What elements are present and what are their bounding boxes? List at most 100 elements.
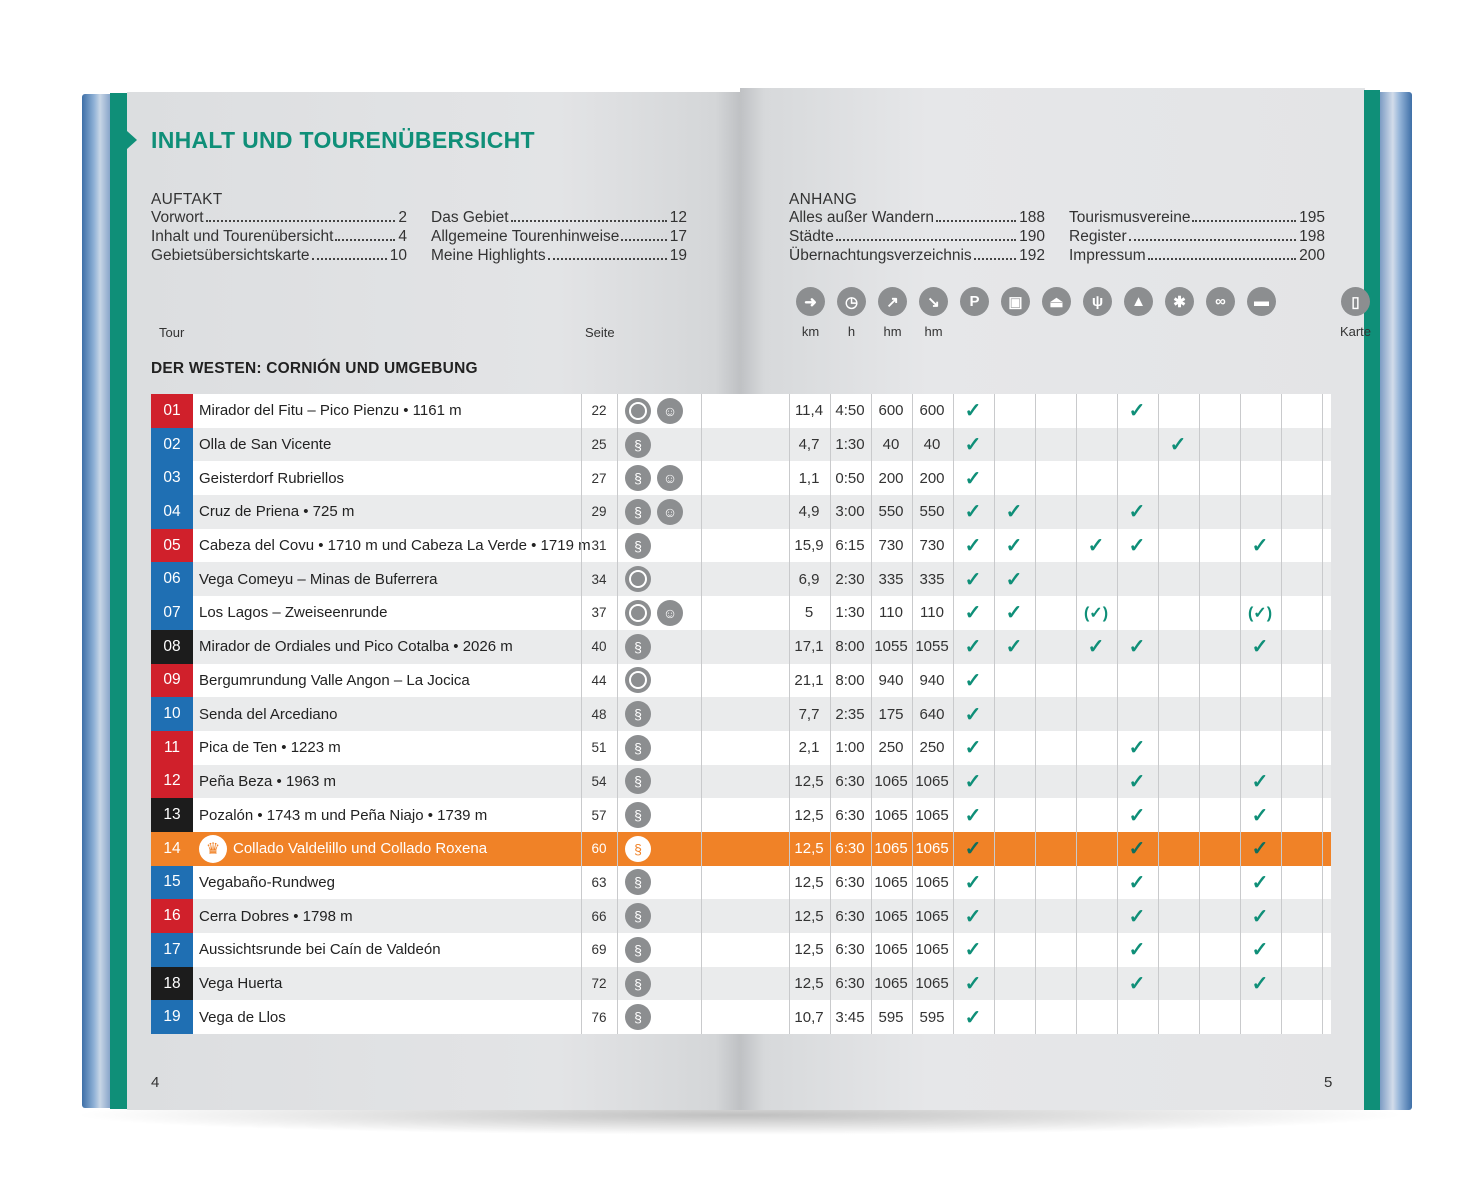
toc-entry-page: 17 — [669, 228, 687, 245]
check-mark — [1240, 562, 1280, 596]
column-divider — [1322, 528, 1323, 563]
toc-leader-dots — [510, 220, 667, 222]
check-mark — [1158, 596, 1198, 630]
tour-number: 08 — [151, 629, 193, 664]
toc-entry[interactable]: Impressum 200 — [1069, 247, 1325, 266]
tour-h: 0:50 — [835, 469, 865, 487]
check-mark: ✓ — [964, 905, 982, 928]
tour-name-text: Olla de San Vicente — [199, 436, 332, 454]
tour-name-text: Aussichtsrunde bei Caín de Valdeón — [199, 941, 441, 959]
table-row[interactable]: 15 Vegabaño-Rundweg 63 § 12,5 6:30 1065 1065 ✓ ✓ ✓ — [151, 865, 1331, 900]
tour-km: 12,5 — [794, 840, 824, 858]
column-divider — [1117, 629, 1118, 664]
column-divider — [701, 730, 702, 765]
legend-column: ➜ km — [790, 287, 831, 339]
toc-entry[interactable]: Alles außer Wandern 188 — [789, 209, 1045, 228]
table-row[interactable]: 17 Aussichtsrunde bei Caín de Valdeón 69 § 1… — [151, 933, 1331, 967]
toc-entry[interactable]: Inhalt und Tourenübersicht 4 — [151, 228, 407, 247]
check-mark — [1035, 1000, 1075, 1034]
tour-up: 110 — [879, 604, 903, 622]
tour-up: 250 — [878, 739, 904, 757]
tour-h: 1:00 — [835, 739, 865, 757]
tour-up: 1065 — [874, 806, 908, 824]
table-row[interactable]: 10 Senda del Arcediano 48 § 7,7 2:35 175 640 ✓ — [151, 697, 1331, 731]
column-divider — [1322, 427, 1323, 462]
column-divider — [1240, 764, 1241, 799]
toc-entry-label: Alles außer Wandern — [789, 209, 935, 226]
check-mark — [1281, 394, 1321, 428]
toc-entry[interactable]: Übernachtungsverzeichnis 192 — [789, 247, 1045, 266]
check-mark — [1035, 529, 1075, 563]
column-divider — [701, 427, 702, 462]
tour-name-text: Pica de Ten • 1223 m — [199, 739, 341, 757]
check-mark — [1199, 428, 1239, 462]
table-row[interactable]: 13 Pozalón • 1743 m und Peña Niajo • 1739… — [151, 798, 1331, 832]
table-row[interactable]: 12 Peña Beza • 1963 m 54 § 12,5 6:30 1065 1065 ✓… — [151, 764, 1331, 799]
column-divider — [912, 495, 913, 529]
column-divider — [1117, 764, 1118, 799]
table-row[interactable]: 07 Los Lagos – Zweiseenrunde 37 ☺ 5 1:30 110 11… — [151, 596, 1331, 630]
column-divider — [1117, 966, 1118, 1001]
column-divider — [1240, 461, 1241, 496]
column-divider — [617, 697, 618, 731]
table-row[interactable]: 05 Cabeza del Covu • 1710 m und Cabeza La… — [151, 528, 1331, 563]
column-divider — [1322, 629, 1323, 664]
column-divider — [1322, 865, 1323, 900]
table-row[interactable]: 19 Vega de Llos 76 § 10,7 3:45 595 595 ✓ — [151, 1000, 1331, 1035]
tour-down: 730 — [919, 537, 945, 555]
check-mark: ✓ — [964, 871, 982, 894]
column-divider — [789, 461, 790, 496]
column-divider — [701, 899, 702, 933]
check-mark — [1158, 832, 1198, 866]
tour-h: 2:35 — [835, 705, 865, 723]
table-row[interactable]: 04 Cruz de Priena • 725 m 29 § ☺ 4,9 3:00 550 55… — [151, 495, 1331, 529]
column-divider — [953, 697, 954, 731]
tour-up: 1065 — [874, 975, 908, 993]
column-divider — [581, 899, 582, 933]
column-divider — [1240, 1000, 1241, 1035]
check-mark — [1199, 529, 1239, 563]
toc-entry[interactable]: Register 198 — [1069, 228, 1325, 247]
column-divider — [1240, 596, 1241, 630]
column-divider — [1240, 629, 1241, 664]
tour-name-text: Bergumrundung Valle Angon – La Jocica — [199, 671, 470, 689]
check-mark — [1158, 1000, 1198, 1034]
check-mark: ✓ — [1005, 636, 1023, 659]
table-row[interactable]: 14 ♛ Collado Valdelillo und Collado Roxena… — [151, 831, 1331, 866]
check-mark — [1158, 630, 1198, 664]
tour-type-icons — [625, 664, 705, 698]
table-row[interactable]: 06 Vega Comeyu – Minas de Buferrera 34 6,9 2… — [151, 562, 1331, 597]
toc-entry[interactable]: Vorwort 2 — [151, 209, 407, 228]
toc-entry-label: Städte — [789, 228, 834, 245]
table-row[interactable]: 11 Pica de Ten • 1223 m 51 § 2,1 1:00 250 250 ✓ ✓ — [151, 730, 1331, 765]
table-row[interactable]: 16 Cerra Dobres • 1798 m 66 § 12,5 6:30 1065 10… — [151, 899, 1331, 933]
column-divider — [871, 528, 872, 563]
table-row[interactable]: 09 Bergumrundung Valle Angon – La Jocica 4… — [151, 663, 1331, 698]
column-divider — [994, 596, 995, 630]
tour-h: 6:30 — [835, 975, 865, 993]
table-row[interactable]: 08 Mirador de Ordiales und Pico Cotalba •… — [151, 629, 1331, 664]
column-divider — [1322, 663, 1323, 698]
check-mark: ✓ — [964, 973, 982, 996]
column-divider — [1076, 966, 1077, 1001]
column-divider — [1158, 764, 1159, 799]
table-row[interactable]: 02 Olla de San Vicente 25 § 4,7 1:30 40 40 ✓ ✓ — [151, 427, 1331, 462]
check-mark — [1076, 697, 1116, 731]
table-row[interactable]: 01 Mirador del Fitu – Pico Pienzu • 1161 … — [151, 394, 1331, 428]
column-divider — [617, 528, 618, 563]
toc-entry[interactable]: Tourismusvereine 195 — [1069, 209, 1325, 228]
column-divider — [953, 596, 954, 630]
column-divider — [1035, 966, 1036, 1001]
column-divider — [1240, 495, 1241, 529]
table-row[interactable]: 03 Geisterdorf Rubriellos 27 § ☺ 1,1 0:50 200 20… — [151, 461, 1331, 496]
toc-entry[interactable]: Meine Highlights 19 — [431, 247, 687, 266]
toc-entry[interactable]: Das Gebiet 12 — [431, 209, 687, 228]
tour-type-icons: § — [625, 630, 705, 664]
column-divider — [701, 697, 702, 731]
table-row[interactable]: 18 Vega Huerta 72 § 12,5 6:30 1065 1065 ✓ ✓ ✓ — [151, 966, 1331, 1001]
check-mark — [1076, 899, 1116, 933]
restaurant-icon: ψ — [1083, 287, 1112, 316]
toc-entry[interactable]: Gebietsübersichtskarte 10 — [151, 247, 407, 266]
toc-entry[interactable]: Städte 190 — [789, 228, 1045, 247]
toc-entry[interactable]: Allgemeine Tourenhinweise 17 — [431, 228, 687, 247]
